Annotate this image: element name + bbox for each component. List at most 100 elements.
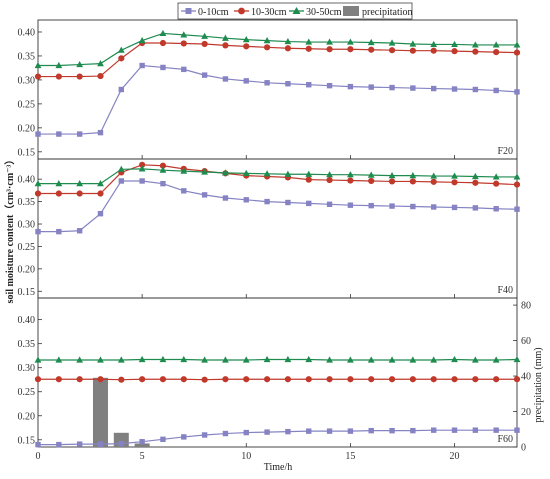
data-point-circle	[222, 42, 228, 48]
data-point-circle	[264, 44, 270, 50]
data-point-circle	[56, 73, 62, 79]
data-point-square	[139, 178, 144, 183]
precipitation-bar	[93, 378, 108, 447]
data-point-circle	[35, 376, 41, 382]
series-line-0-10cm	[38, 430, 517, 444]
data-point-circle	[35, 190, 41, 196]
data-point-circle	[35, 73, 41, 79]
data-point-circle	[493, 376, 499, 382]
y-tick-label: 0.30	[18, 363, 36, 374]
data-point-square	[369, 84, 374, 89]
y2-tick-label: 60	[521, 336, 531, 347]
data-point-circle	[431, 48, 437, 54]
data-point-circle	[347, 177, 353, 183]
y2-tick-label: 40	[521, 372, 531, 383]
data-point-square	[493, 427, 498, 432]
data-point-square	[181, 67, 186, 72]
data-point-circle	[410, 178, 416, 184]
data-point-square	[327, 428, 332, 433]
data-point-square	[493, 88, 498, 93]
data-point-square	[306, 201, 311, 206]
data-point-square	[410, 204, 415, 209]
data-point-square	[348, 428, 353, 433]
data-point-square	[244, 430, 249, 435]
data-point-circle	[243, 43, 249, 49]
y-tick-label: 0.30	[18, 75, 36, 86]
data-point-square	[369, 428, 374, 433]
data-point-circle	[139, 376, 145, 382]
y-tick-label: 0.20	[18, 123, 36, 134]
data-point-square	[202, 432, 207, 437]
data-point-circle	[431, 179, 437, 185]
x-tick-label: 10	[241, 451, 251, 462]
data-point-circle	[285, 45, 291, 51]
data-point-circle	[514, 376, 520, 382]
data-point-triangle	[97, 60, 104, 66]
data-point-circle	[160, 376, 166, 382]
y-tick-label: 0.30	[18, 220, 36, 231]
data-point-square	[119, 87, 124, 92]
data-point-circle	[451, 179, 457, 185]
y-tick-label: 0.35	[18, 339, 36, 350]
data-point-square	[160, 65, 165, 70]
data-point-circle	[326, 376, 332, 382]
data-point-circle	[431, 376, 437, 382]
data-point-square	[452, 205, 457, 210]
data-point-square	[369, 203, 374, 208]
panel-label: F40	[497, 285, 513, 296]
data-point-circle	[97, 73, 103, 79]
data-point-circle	[118, 377, 124, 383]
data-point-square	[119, 441, 124, 446]
data-point-triangle	[160, 30, 167, 36]
data-point-square	[223, 76, 228, 81]
data-point-square	[431, 86, 436, 91]
y-tick-label: 0.35	[18, 197, 36, 208]
data-point-circle	[306, 177, 312, 183]
data-point-circle	[389, 47, 395, 53]
data-point-square	[139, 439, 144, 444]
y-tick-label: 0.20	[18, 264, 36, 275]
data-point-circle	[368, 376, 374, 382]
data-point-circle	[326, 177, 332, 183]
data-point-square	[56, 131, 61, 136]
y-tick-label: 0.40	[18, 27, 36, 38]
y-axis-title: soil moisture content（cm³·cm⁻³）	[3, 155, 16, 304]
data-point-circle	[493, 49, 499, 55]
data-point-square	[160, 181, 165, 186]
data-point-square	[77, 131, 82, 136]
data-point-circle	[347, 376, 353, 382]
data-point-square	[389, 85, 394, 90]
data-point-square	[181, 188, 186, 193]
data-point-circle	[285, 376, 291, 382]
data-point-circle	[472, 180, 478, 186]
data-point-square	[139, 63, 144, 68]
data-point-square	[98, 130, 103, 135]
legend-label-10-30: 10-30cm	[251, 7, 287, 18]
panel-label: F20	[497, 146, 513, 157]
y2-tick-label: 20	[521, 407, 531, 418]
data-point-square	[473, 427, 478, 432]
data-point-square	[56, 442, 61, 447]
y2-axis-title: precipitation (mm)	[533, 347, 544, 422]
series-line-0-10cm	[38, 66, 517, 135]
data-point-square	[410, 85, 415, 90]
data-point-square	[285, 200, 290, 205]
data-point-square	[77, 228, 82, 233]
data-point-square	[514, 427, 519, 432]
series-line-0-10cm	[38, 181, 517, 232]
y2-tick-label: 80	[521, 301, 531, 312]
legend-label-0-10: 0-10cm	[198, 7, 229, 18]
panel-frame	[38, 159, 517, 298]
legend-label-precipitation: precipitation	[362, 7, 413, 18]
data-point-square	[35, 229, 40, 234]
data-point-square	[244, 197, 249, 202]
y-tick-label: 0.40	[18, 315, 36, 326]
data-point-circle	[389, 376, 395, 382]
data-point-square	[119, 178, 124, 183]
y-tick-label: 0.35	[18, 51, 36, 62]
data-point-square	[35, 131, 40, 136]
data-point-circle	[451, 376, 457, 382]
x-tick-label: 20	[450, 451, 460, 462]
data-point-circle	[306, 376, 312, 382]
